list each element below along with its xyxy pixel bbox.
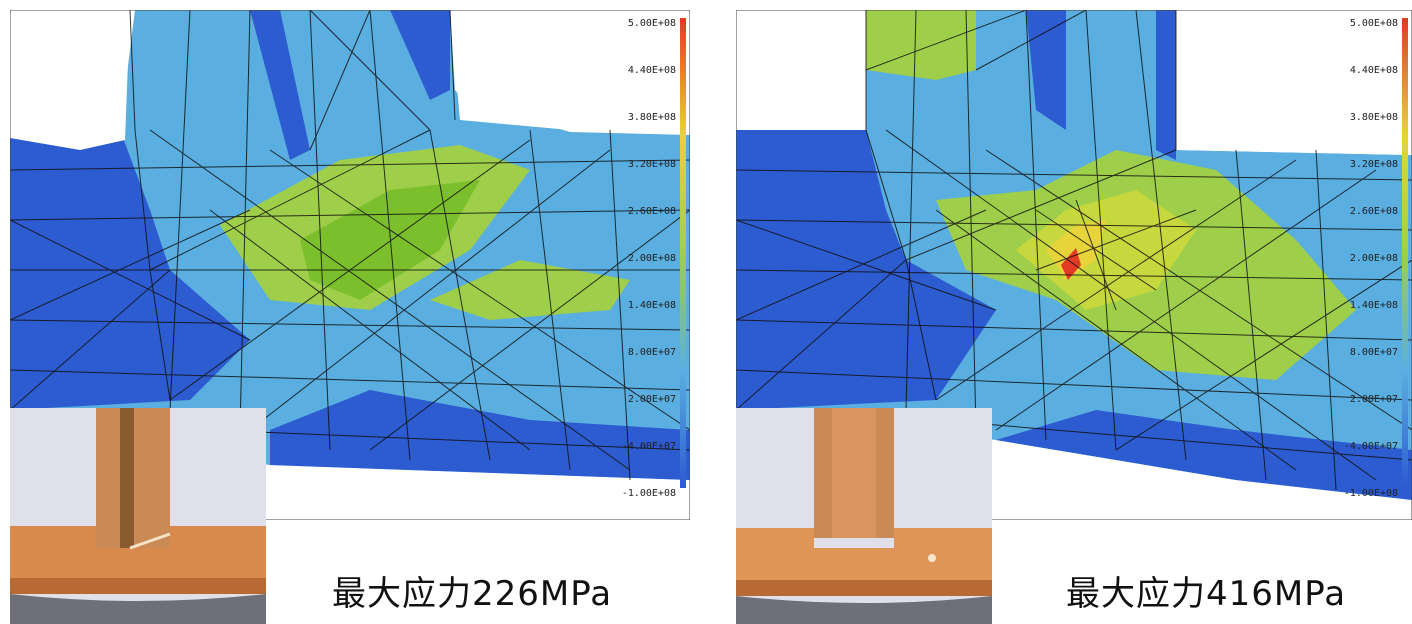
legend-tick: 1.40E+08 — [1349, 300, 1398, 311]
fem-panel-left: 5.00E+08 4.40E+08 3.80E+08 3.20E+08 2.60… — [10, 10, 690, 624]
legend-tick: 3.20E+08 — [627, 159, 676, 170]
color-scale-bar — [680, 18, 686, 488]
color-legend-left: 5.00E+08 4.40E+08 3.80E+08 3.20E+08 2.60… — [610, 10, 690, 520]
legend-tick: -4.00E+07 — [1343, 441, 1398, 452]
max-stress-caption-right: 最大应力416MPa — [1066, 574, 1347, 614]
legend-tick: 8.00E+07 — [627, 347, 676, 358]
legend-tick: 2.00E+08 — [1349, 253, 1398, 264]
legend-tick: 2.60E+08 — [627, 206, 676, 217]
color-scale-bar — [1402, 18, 1408, 488]
legend-tick: 4.40E+08 — [1349, 65, 1398, 76]
color-legend-right: 5.00E+08 4.40E+08 3.80E+08 3.20E+08 2.60… — [1332, 10, 1412, 520]
legend-tick: 2.60E+08 — [1349, 206, 1398, 217]
legend-tick: 3.80E+08 — [627, 112, 676, 123]
legend-tick: 3.80E+08 — [1349, 112, 1398, 123]
fem-stress-plot-left — [10, 10, 690, 520]
legend-tick: -1.00E+08 — [1343, 488, 1398, 499]
weld-photo-left — [10, 408, 266, 624]
legend-tick: 8.00E+07 — [1349, 347, 1398, 358]
legend-tick: -4.00E+07 — [621, 441, 676, 452]
legend-tick: 2.00E+07 — [1349, 394, 1398, 405]
legend-tick: 2.00E+08 — [627, 253, 676, 264]
legend-tick: 4.40E+08 — [627, 65, 676, 76]
max-stress-caption-left: 最大应力226MPa — [332, 574, 613, 614]
legend-tick: 1.40E+08 — [627, 300, 676, 311]
legend-tick: 5.00E+08 — [627, 18, 676, 29]
legend-tick: 5.00E+08 — [1349, 18, 1398, 29]
fem-panel-right: 5.00E+08 4.40E+08 3.80E+08 3.20E+08 2.60… — [736, 10, 1412, 624]
legend-tick: -1.00E+08 — [621, 488, 676, 499]
legend-tick: 2.00E+07 — [627, 394, 676, 405]
weld-photo-right — [736, 408, 992, 624]
legend-tick: 3.20E+08 — [1349, 159, 1398, 170]
